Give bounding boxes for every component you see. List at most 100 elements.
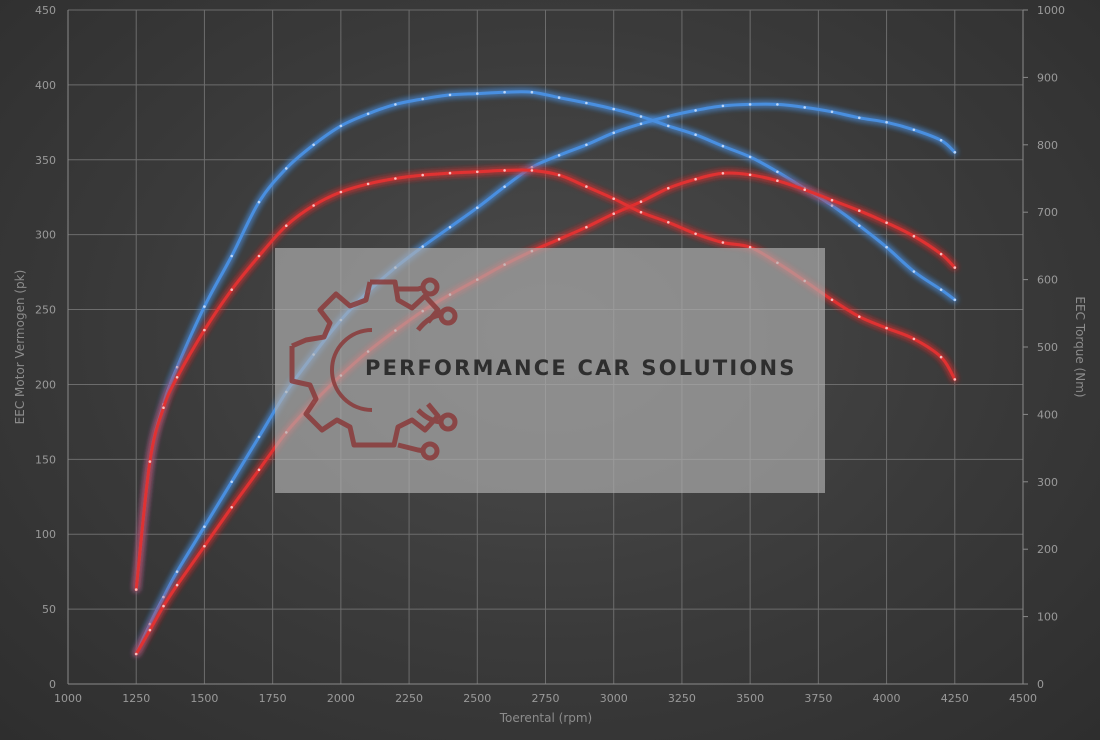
- series-point: [162, 604, 165, 608]
- y-right-tick-label: 800: [1037, 139, 1058, 152]
- series-point: [503, 169, 506, 172]
- series-point: [612, 197, 615, 200]
- series-point: [585, 185, 588, 188]
- gear-circuit-logo-icon: [289, 277, 458, 461]
- series-point: [339, 124, 343, 128]
- y-left-tick-label: 200: [35, 378, 56, 391]
- x-tick-label: 2250: [395, 692, 423, 705]
- series-point: [776, 103, 779, 106]
- series-point: [203, 305, 206, 308]
- x-tick-label: 3500: [736, 692, 764, 705]
- series-point: [421, 173, 425, 177]
- series-point: [257, 254, 261, 258]
- series-point: [557, 237, 561, 241]
- series-point: [448, 93, 452, 97]
- series-point: [585, 225, 588, 229]
- series-point: [748, 103, 752, 106]
- x-tick-label: 2500: [463, 692, 491, 705]
- series-point: [585, 101, 588, 105]
- x-tick-label: 3250: [668, 692, 696, 705]
- y-right-tick-label: 1000: [1037, 4, 1065, 17]
- series-point: [312, 204, 315, 207]
- series-point: [748, 173, 752, 177]
- series-point: [885, 221, 888, 224]
- y-left-tick-label: 0: [49, 678, 56, 691]
- series-point: [858, 209, 861, 212]
- x-tick-label: 1500: [190, 692, 218, 705]
- y-axis-right-title: EEC Torque (Nm): [1073, 296, 1087, 397]
- tick-labels: 1000 1250 1500 1750 2000 2250 2500 2750 3000 3250…: [35, 4, 1065, 705]
- y-right-tick-label: 900: [1037, 71, 1058, 84]
- series-point: [557, 173, 561, 177]
- series-point: [503, 90, 506, 94]
- series-point: [394, 177, 397, 180]
- y-axis-left-title: EEC Motor Vermogen (pk): [13, 270, 27, 425]
- series-point: [503, 185, 506, 188]
- series-2-group: [134, 90, 957, 592]
- series-point: [257, 435, 261, 439]
- series-point: [203, 544, 206, 548]
- series-point: [694, 177, 697, 181]
- series-point: [530, 166, 534, 169]
- y-right-tick-label: 500: [1037, 341, 1058, 354]
- series-point: [885, 326, 888, 330]
- y-right-tick-label: 300: [1037, 476, 1058, 489]
- watermark-text: PERFORMANCE CAR SOLUTIONS: [365, 356, 797, 380]
- series-point: [285, 167, 288, 170]
- series-point: [912, 270, 916, 273]
- series-point: [830, 110, 834, 114]
- x-tick-label: 3000: [600, 692, 628, 705]
- series-point: [953, 266, 957, 269]
- series-point: [448, 225, 452, 229]
- series-point: [912, 234, 916, 238]
- series-point: [612, 107, 615, 111]
- y-left-tick-label: 350: [35, 154, 56, 167]
- series-point: [530, 169, 534, 172]
- series-point: [585, 143, 588, 147]
- x-tick-label: 1000: [54, 692, 82, 705]
- series-point: [134, 588, 138, 591]
- series-point: [667, 124, 670, 128]
- series-point: [394, 103, 397, 106]
- y-left-tick-label: 50: [42, 603, 56, 616]
- x-tick-label: 4500: [1009, 692, 1037, 705]
- series-point: [939, 252, 943, 256]
- y-left-tick-label: 450: [35, 4, 56, 17]
- y-left-tick-label: 300: [35, 229, 56, 242]
- series-point: [939, 139, 943, 142]
- x-axis-title: Toerental (rpm): [499, 711, 592, 725]
- series-point: [667, 186, 670, 190]
- series-point: [175, 570, 179, 573]
- y-left-tick-label: 100: [35, 528, 56, 541]
- series-point: [230, 506, 233, 509]
- series-point: [530, 90, 534, 94]
- x-tick-label: 1250: [122, 692, 150, 705]
- series-point: [776, 179, 779, 182]
- x-tick-label: 2750: [532, 692, 560, 705]
- series-point: [885, 121, 888, 124]
- series-point: [858, 315, 861, 319]
- series-point: [953, 151, 957, 154]
- series-point: [694, 133, 697, 136]
- series-point: [748, 245, 752, 249]
- series-point: [858, 116, 861, 120]
- series-point: [175, 583, 179, 587]
- series-point: [830, 298, 834, 302]
- y-left-tick-label: 250: [35, 304, 56, 317]
- series-point: [421, 97, 425, 101]
- x-tick-label: 2000: [327, 692, 355, 705]
- series-point: [612, 212, 615, 215]
- series-point: [162, 595, 165, 599]
- y-right-tick-label: 100: [1037, 611, 1058, 624]
- series-point: [939, 288, 943, 292]
- series-point: [557, 96, 561, 99]
- series-point: [885, 245, 888, 249]
- series-point: [639, 200, 643, 203]
- series-point: [858, 224, 861, 227]
- series-point: [366, 112, 370, 116]
- series-point: [721, 172, 725, 175]
- series-1-group: [134, 102, 957, 656]
- series-point: [230, 480, 233, 484]
- series-point: [448, 171, 452, 175]
- series-point: [339, 190, 343, 194]
